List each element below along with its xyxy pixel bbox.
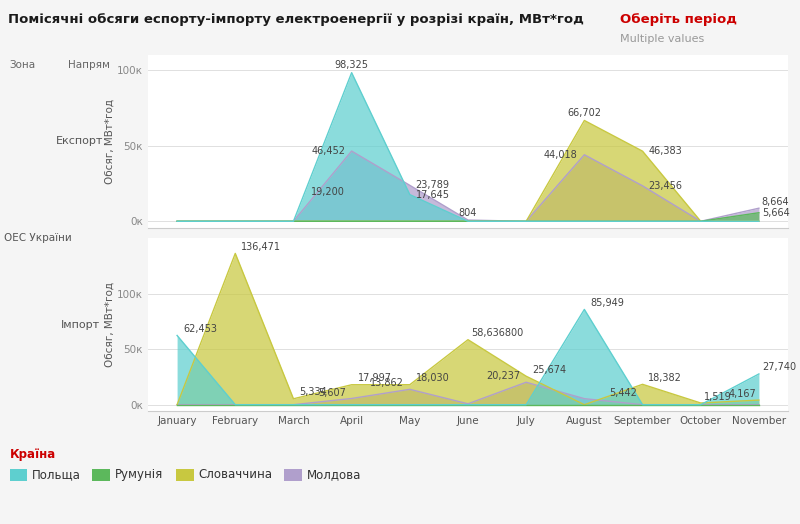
Text: Молдова: Молдова (306, 468, 361, 481)
Text: Румунія: Румунія (114, 468, 162, 481)
Text: Імпорт: Імпорт (61, 320, 99, 330)
Text: Напрям: Напрям (68, 60, 110, 70)
Text: 25,674: 25,674 (532, 365, 566, 375)
Text: 4,167: 4,167 (728, 389, 756, 399)
Text: 46,383: 46,383 (648, 146, 682, 156)
Text: 8,664: 8,664 (762, 197, 790, 207)
Text: Словаччина: Словаччина (198, 468, 272, 481)
Text: 27,740: 27,740 (762, 362, 796, 372)
Text: 5,607: 5,607 (318, 388, 346, 398)
Y-axis label: Обсяг, МВт*год: Обсяг, МВт*год (104, 99, 114, 184)
Text: 5,334: 5,334 (299, 387, 327, 397)
Text: 44,018: 44,018 (544, 150, 578, 160)
Text: 136,471: 136,471 (241, 242, 281, 252)
Text: 1,519: 1,519 (704, 392, 731, 402)
Text: 58,636800: 58,636800 (471, 328, 523, 338)
Text: 804: 804 (459, 208, 477, 219)
Text: Multiple values: Multiple values (620, 34, 704, 44)
Text: Оберіть період: Оберіть період (620, 13, 737, 26)
Text: 17,645: 17,645 (416, 190, 450, 200)
Y-axis label: Обсяг, МВт*год: Обсяг, МВт*год (104, 282, 114, 367)
Text: 46,452: 46,452 (312, 146, 346, 156)
Text: 5,664: 5,664 (762, 208, 790, 218)
Text: 66,702: 66,702 (567, 108, 602, 118)
Text: 19,200: 19,200 (310, 187, 345, 197)
Text: 18,030: 18,030 (416, 374, 450, 384)
Text: Помісячні обсяги еспорту-імпорту електроенергії у розрізі країн, МВт*год: Помісячні обсяги еспорту-імпорту електро… (8, 13, 584, 26)
Text: 23,789: 23,789 (416, 180, 450, 190)
Text: 18,382: 18,382 (648, 373, 682, 383)
Text: 62,453: 62,453 (183, 324, 217, 334)
Text: 5,442: 5,442 (609, 388, 637, 398)
Text: 85,949: 85,949 (590, 298, 624, 308)
Text: Експорт: Експорт (56, 136, 104, 147)
Text: Польща: Польща (32, 468, 81, 481)
Text: 17,997: 17,997 (358, 374, 391, 384)
Text: 98,325: 98,325 (334, 60, 369, 70)
Text: 13,862: 13,862 (370, 378, 404, 388)
Text: 20,237: 20,237 (486, 372, 520, 381)
Text: 23,456: 23,456 (648, 181, 682, 191)
Text: Зона: Зона (10, 60, 36, 70)
Text: Країна: Країна (10, 448, 56, 461)
Text: ОЕС України: ОЕС України (4, 233, 72, 243)
